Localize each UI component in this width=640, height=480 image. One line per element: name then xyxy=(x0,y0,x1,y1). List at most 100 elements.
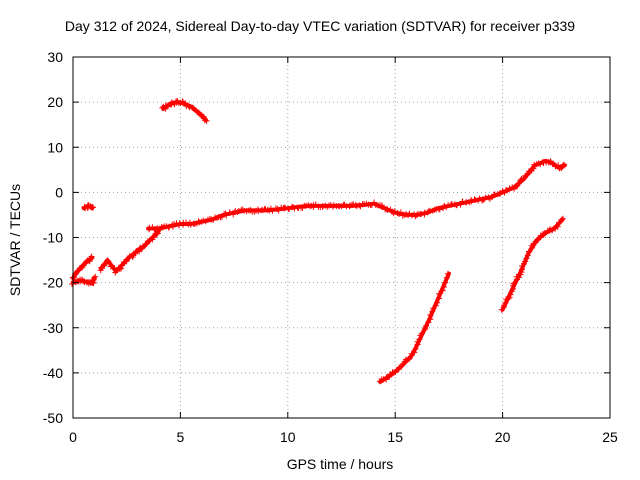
y-tick-label: 0 xyxy=(55,184,63,200)
data-point xyxy=(165,224,172,231)
data-point xyxy=(159,104,166,111)
data-point xyxy=(511,279,518,286)
data-points xyxy=(69,98,568,385)
data-point xyxy=(523,255,530,262)
data-point xyxy=(510,280,517,287)
data-point xyxy=(444,270,451,277)
x-tick-label: 5 xyxy=(177,429,185,445)
data-point xyxy=(378,203,385,210)
data-point xyxy=(406,355,413,361)
y-axis-label: SDTVAR / TECUs xyxy=(7,183,23,297)
tick-labels: 30 20 10 0 -10 -20 -30 -40 -50 0 5 10 15 20 25 xyxy=(43,49,618,445)
data-point xyxy=(436,205,443,212)
y-tick-label: -10 xyxy=(43,230,63,246)
data-point xyxy=(91,275,97,282)
data-point xyxy=(525,248,532,255)
data-point xyxy=(92,273,99,280)
data-point xyxy=(386,373,393,380)
data-point xyxy=(146,237,153,244)
x-tick-label: 0 xyxy=(69,429,77,445)
x-tick-label: 25 xyxy=(602,429,618,445)
data-point xyxy=(439,287,446,294)
data-point xyxy=(406,356,412,363)
data-point xyxy=(541,230,548,237)
data-point xyxy=(459,198,466,205)
gridlines xyxy=(73,57,610,418)
series-arc-noisy xyxy=(97,226,161,276)
data-point xyxy=(203,117,210,124)
data-point xyxy=(74,268,80,275)
axis-ticks xyxy=(72,56,611,419)
data-point xyxy=(515,180,522,187)
data-point xyxy=(169,223,176,230)
data-point xyxy=(255,208,262,215)
data-point xyxy=(507,291,514,298)
data-point xyxy=(411,349,418,356)
data-point xyxy=(418,330,425,337)
series-arc-descending-2 xyxy=(498,215,566,313)
data-point xyxy=(429,308,436,315)
data-point xyxy=(105,258,112,265)
data-point xyxy=(159,224,166,231)
data-point xyxy=(505,295,512,302)
y-tick-label: 10 xyxy=(47,139,63,155)
data-point xyxy=(223,212,230,219)
data-point xyxy=(116,266,123,272)
data-point xyxy=(471,196,478,203)
data-point xyxy=(427,312,434,318)
data-point xyxy=(182,100,189,106)
data-point xyxy=(436,206,442,213)
data-point xyxy=(423,323,429,329)
data-point xyxy=(530,165,537,172)
data-point xyxy=(118,265,125,272)
data-point xyxy=(200,113,207,120)
y-tick-label: -20 xyxy=(43,275,63,291)
data-point xyxy=(113,267,120,274)
data-point xyxy=(520,175,527,182)
data-point xyxy=(506,294,513,301)
data-point xyxy=(443,274,450,281)
series-arc-peak xyxy=(159,98,210,124)
series-arc-main xyxy=(146,158,568,233)
data-point xyxy=(522,258,529,265)
x-tick-label: 10 xyxy=(280,429,296,445)
data-point xyxy=(560,162,566,169)
data-point xyxy=(185,103,192,110)
series-line xyxy=(378,271,451,384)
data-point xyxy=(412,346,419,352)
data-point xyxy=(88,253,95,260)
data-point xyxy=(130,252,137,259)
data-point xyxy=(436,290,442,297)
data-point xyxy=(151,234,157,241)
data-point xyxy=(234,209,241,216)
data-point xyxy=(163,103,170,110)
data-point xyxy=(559,215,566,222)
data-point xyxy=(517,177,524,184)
data-point xyxy=(206,215,213,222)
chart-title: Day 312 of 2024, Sidereal Day-to-day VTE… xyxy=(64,18,576,34)
data-point xyxy=(143,240,150,247)
data-point xyxy=(81,278,88,285)
data-point xyxy=(552,163,559,170)
data-point xyxy=(356,202,363,209)
data-point xyxy=(71,274,78,281)
x-tick-label: 20 xyxy=(495,429,511,445)
data-point xyxy=(101,261,108,268)
data-point xyxy=(392,369,399,375)
data-point xyxy=(434,299,441,306)
data-point xyxy=(554,223,561,230)
series-line xyxy=(500,217,565,312)
x-tick-label: 15 xyxy=(387,429,403,445)
data-point xyxy=(142,241,149,248)
data-point xyxy=(416,336,423,343)
data-point xyxy=(153,231,160,237)
data-point xyxy=(432,302,439,309)
series-arc-descending-1 xyxy=(376,270,451,385)
data-point xyxy=(441,284,447,290)
data-point xyxy=(502,300,509,306)
data-point xyxy=(442,279,449,286)
data-point xyxy=(524,252,531,259)
data-point xyxy=(269,207,276,214)
data-point xyxy=(90,204,97,211)
y-tick-label: 20 xyxy=(47,94,63,110)
